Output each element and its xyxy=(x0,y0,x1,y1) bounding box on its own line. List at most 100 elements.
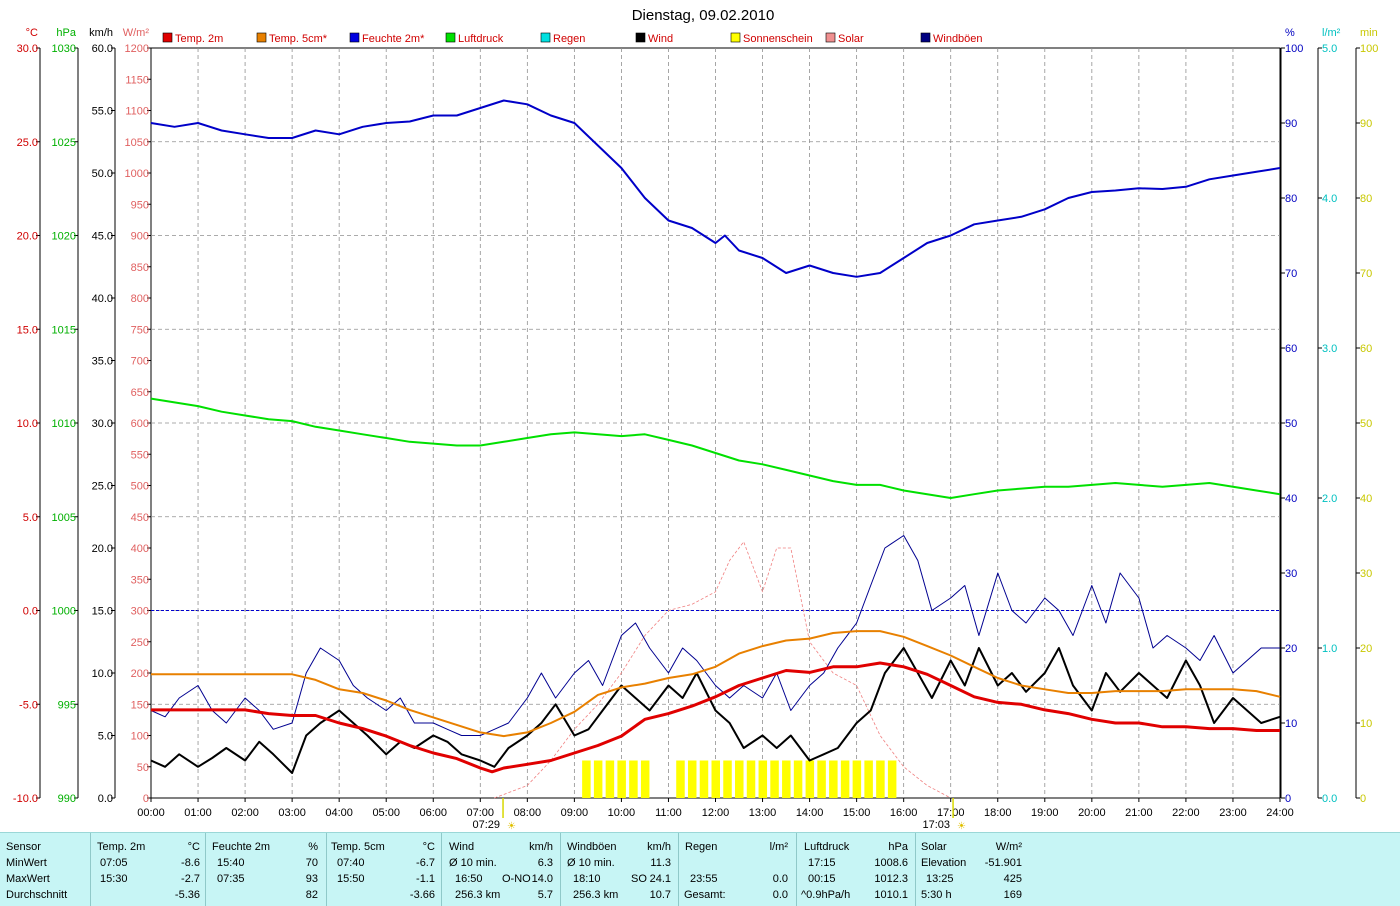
x-tick-label: 24:00 xyxy=(1266,807,1294,819)
legend-swatch xyxy=(920,32,931,43)
solar-max-value: 425 xyxy=(1003,873,1022,885)
series-solar xyxy=(494,541,951,799)
sunshine-bar xyxy=(746,760,756,798)
sunshine-bar xyxy=(711,760,720,798)
axis-tick-label-pressure: 1010 xyxy=(52,418,76,430)
regen-total-label: Gesamt: xyxy=(684,889,726,901)
x-tick-label: 13:00 xyxy=(749,807,777,819)
legend-swatch xyxy=(540,32,551,43)
axis-tick-label-solar: 300 xyxy=(131,606,149,618)
weather-chart: Dienstag, 09.02.2010 Temp. 2m Temp. 5cm* F… xyxy=(12,7,1379,832)
axis-unit-solar: W/m² xyxy=(123,27,150,39)
axis-tick-label-solar: 1100 xyxy=(125,106,149,118)
sunshine-bar xyxy=(840,760,850,798)
axis-tick-label-humidity: 100 xyxy=(1285,43,1303,55)
series-luftdruck xyxy=(150,397,1281,499)
legend-label: Windböen xyxy=(933,33,983,45)
axis-tick-label-temp: -5.0 xyxy=(19,699,38,711)
sunshine-bar xyxy=(782,760,791,798)
sunshine-bar xyxy=(593,760,603,798)
axis-tick-label-temp: 15.0 xyxy=(17,324,38,336)
axis-tick-label-wind: 30.0 xyxy=(92,418,113,430)
feuchte-max-value: 93 xyxy=(305,873,318,885)
wind-max-value: 14.0 xyxy=(531,873,553,885)
sunshine-bar xyxy=(805,760,815,798)
solar-elevation-label: Elevation xyxy=(921,857,967,869)
axis-tick-label-solar: 1200 xyxy=(125,43,149,55)
grid xyxy=(150,47,1281,799)
axis-tick-label-wind: 0.0 xyxy=(98,793,113,805)
legend-label: Temp. 5cm* xyxy=(269,33,328,45)
sunshine-bar xyxy=(605,760,615,798)
regen-max-time: 23:55 xyxy=(690,873,718,885)
axis-tick-label-solar: 400 xyxy=(131,543,149,555)
header-wind-unit: km/h xyxy=(529,841,553,853)
axis-tick-label-humidity: 90 xyxy=(1285,118,1297,130)
x-tick-label: 07:00 xyxy=(467,807,495,819)
luftdruck-max-time: 00:15 xyxy=(808,873,836,885)
header-wind: Wind xyxy=(449,841,475,853)
axis-tick-label-solar: 800 xyxy=(131,293,149,305)
series-windb-en xyxy=(150,535,1280,736)
header-temp5cm: Temp. 5cm xyxy=(331,841,385,853)
legend-label: Feuchte 2m* xyxy=(362,33,425,45)
header-temp2m: Temp. 2m xyxy=(97,841,146,853)
axis-tick-label-pressure: 1000 xyxy=(52,606,76,618)
x-tick-label: 02:00 xyxy=(231,807,259,819)
axis-tick-label-solar: 250 xyxy=(131,637,149,649)
header-solar: Solar xyxy=(921,841,947,853)
series-feuchte-2m xyxy=(150,99,1281,278)
axis-tick-label-humidity: 50 xyxy=(1285,418,1297,430)
header-feuchte-unit: % xyxy=(308,841,318,853)
axis-tick-label-solar: 150 xyxy=(131,699,149,711)
sunshine-bar xyxy=(617,760,626,798)
wind-distance: 256.3 km xyxy=(455,889,501,901)
axis-tick-label-solar: 1150 xyxy=(125,74,149,86)
series-wind xyxy=(150,647,1281,774)
axis-tick-label-wind: 60.0 xyxy=(92,43,113,55)
legend-swatch xyxy=(162,32,173,43)
axis-tick-label-solar: 900 xyxy=(131,231,149,243)
feuchte-max-time: 07:35 xyxy=(217,873,245,885)
luftdruck-max-value: 1012.3 xyxy=(874,873,908,885)
windboeen-avg-value: 10.7 xyxy=(649,889,671,901)
axis-tick-label-temp: 5.0 xyxy=(23,512,38,524)
axis-tick-label-temp: 10.0 xyxy=(17,418,38,430)
row-label-max: MaxWert xyxy=(6,873,50,885)
temp5cm-min-value: -6.7 xyxy=(416,857,435,869)
x-tick-label: 19:00 xyxy=(1031,807,1059,819)
axis-tick-label-solar: 550 xyxy=(131,449,149,461)
legend-swatch xyxy=(730,32,741,43)
axis-tick-label-pressure: 1020 xyxy=(52,231,76,243)
sunrise-icon: ☀ xyxy=(507,821,516,832)
wind-avg-value: 5.7 xyxy=(537,889,553,901)
luftdruck-trend: ^0.9hPa/h xyxy=(801,889,851,901)
axis-tick-label-solar: 350 xyxy=(131,574,149,586)
chart-title: Dienstag, 09.02.2010 xyxy=(632,7,775,24)
windboeen-max-time: 18:10 xyxy=(573,873,601,885)
series-temp-2m xyxy=(151,661,1280,774)
axis-tick-label-solar: 600 xyxy=(131,418,149,430)
axis-tick-label-pressure: 995 xyxy=(58,699,76,711)
axis-unit-humidity: % xyxy=(1285,27,1295,39)
axis-tick-label-humidity: 30 xyxy=(1285,568,1297,580)
sunshine-bar xyxy=(699,760,709,798)
temp2m-min-value: -8.6 xyxy=(181,857,200,869)
luftdruck-min-time: 17:15 xyxy=(808,857,836,869)
x-tick-label: 03:00 xyxy=(278,807,306,819)
header-luftdruck: Luftdruck xyxy=(804,841,850,853)
sunshine-bar xyxy=(687,760,697,798)
row-label-min: MinWert xyxy=(6,857,47,869)
axis-tick-label-solar: 700 xyxy=(131,356,149,368)
axis-tick-label-temp: -10.0 xyxy=(13,793,38,805)
sunrise-label: 07:29 xyxy=(472,819,500,831)
axis-tick-label-wind: 40.0 xyxy=(92,293,113,305)
axis-tick-label-sun: 40 xyxy=(1360,493,1372,505)
axis-tick-label-pressure: 1015 xyxy=(52,324,76,336)
luftdruck-avg-value: 1010.1 xyxy=(874,889,908,901)
temp5cm-avg-value: -3.66 xyxy=(409,889,435,901)
axis-unit-temp: °C xyxy=(26,27,38,39)
wind-max-direction: O-NO xyxy=(502,873,531,885)
x-tick-label: 21:00 xyxy=(1125,807,1153,819)
sunshine-bar xyxy=(735,760,744,798)
